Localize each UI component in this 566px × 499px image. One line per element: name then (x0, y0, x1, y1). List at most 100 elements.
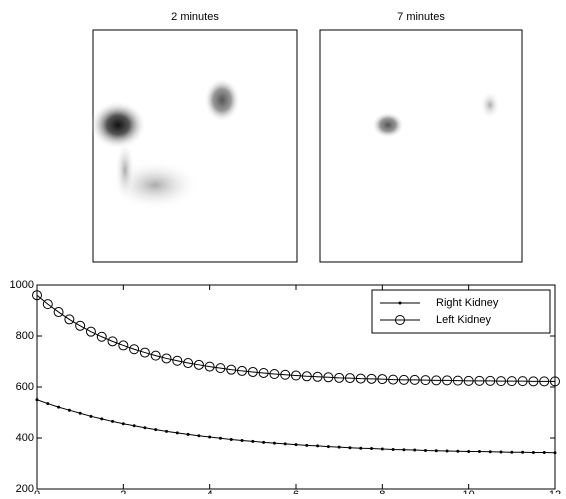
y-tick-label: 200 (16, 483, 34, 494)
x-tick-label: 0 (34, 489, 40, 494)
image-panel: 2 minutes (90, 11, 298, 263)
marker (218, 436, 222, 440)
marker (431, 375, 442, 386)
marker (424, 448, 427, 452)
marker (506, 376, 517, 387)
marker (334, 372, 345, 383)
marker (197, 434, 201, 438)
marker (208, 435, 212, 439)
marker (46, 402, 50, 406)
marker (229, 438, 233, 442)
marker (96, 331, 107, 342)
marker (531, 451, 535, 455)
marker (521, 450, 525, 454)
marker (539, 376, 550, 387)
marker (183, 358, 194, 369)
marker (247, 366, 258, 377)
marker (488, 450, 492, 454)
legend-label: Right Kidney (436, 297, 499, 309)
marker (258, 367, 269, 378)
marker (528, 376, 539, 387)
x-tick-label: 6 (293, 489, 299, 494)
marker (326, 445, 330, 449)
marker (132, 424, 136, 428)
marker (111, 419, 115, 423)
marker (456, 449, 460, 453)
marker (193, 359, 204, 370)
marker (272, 441, 276, 445)
marker (269, 368, 280, 379)
y-tick-label: 1000 (10, 279, 34, 291)
marker (143, 426, 147, 430)
marker (251, 439, 255, 443)
marker (294, 443, 298, 447)
marker (107, 336, 118, 347)
marker (348, 446, 352, 450)
marker (445, 449, 449, 453)
marker (391, 447, 395, 451)
marker (226, 364, 237, 375)
marker (395, 315, 405, 325)
marker (366, 373, 377, 384)
marker (161, 353, 172, 364)
image-title: 2 minutes (171, 11, 219, 23)
marker (172, 355, 183, 366)
marker (305, 443, 309, 447)
marker (452, 375, 463, 386)
marker (337, 445, 341, 449)
y-tick-label: 800 (16, 330, 34, 342)
marker (32, 290, 42, 301)
marker (413, 448, 417, 452)
marker (78, 411, 82, 415)
marker (85, 326, 96, 337)
marker (129, 344, 140, 355)
marker (496, 376, 507, 387)
marker (370, 446, 374, 450)
image-title: 7 minutes (397, 11, 445, 23)
legend-box (371, 289, 551, 334)
marker (388, 374, 399, 385)
marker (398, 301, 402, 305)
marker (42, 299, 53, 310)
marker (409, 374, 420, 385)
marker (175, 431, 179, 435)
marker (474, 375, 485, 386)
marker (442, 375, 453, 386)
marker (323, 372, 334, 383)
image-panel: 7 minutes (319, 11, 523, 263)
marker (262, 440, 266, 444)
marker (550, 376, 560, 387)
y-tick-label: 400 (16, 432, 34, 444)
marker (75, 320, 86, 331)
marker (165, 429, 168, 433)
marker (118, 340, 129, 351)
marker (477, 450, 481, 454)
marker (150, 350, 161, 361)
marker (510, 450, 514, 454)
marker (316, 444, 320, 448)
marker (301, 371, 312, 382)
marker (53, 307, 64, 318)
marker (312, 371, 323, 382)
marker (467, 450, 471, 454)
x-tick-label: 2 (120, 489, 126, 494)
marker (204, 361, 215, 372)
x-tick-label: 8 (379, 489, 385, 494)
marker (280, 369, 291, 380)
marker (35, 398, 39, 402)
marker (434, 449, 438, 453)
marker (215, 363, 226, 374)
marker (517, 376, 528, 387)
marker (57, 405, 61, 409)
marker (398, 374, 409, 385)
legend-label: Left Kidney (436, 314, 492, 326)
marker (499, 450, 503, 454)
marker (463, 375, 474, 386)
marker (402, 448, 406, 452)
marker (89, 414, 93, 418)
marker (121, 422, 125, 426)
x-tick-label: 10 (463, 489, 475, 494)
marker (240, 439, 244, 443)
